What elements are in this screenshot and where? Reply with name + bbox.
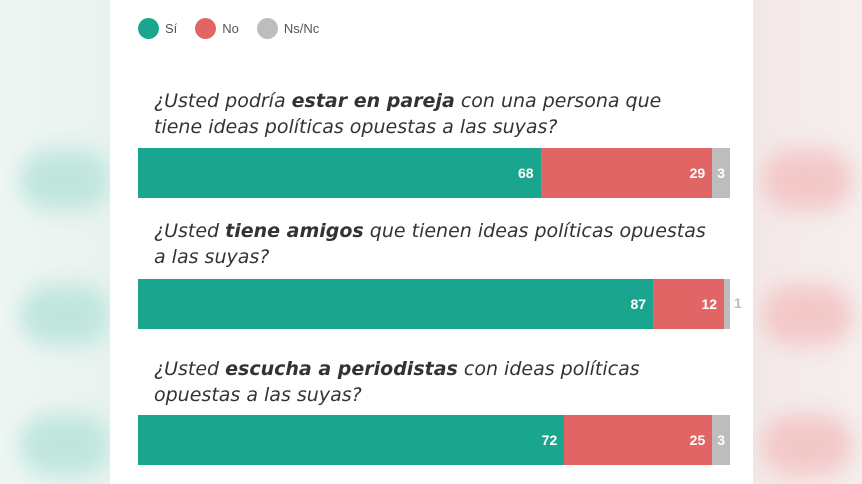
question-1-post: con una persona que tiene ideas política… [154,90,662,138]
bar-3-si: 72 [138,415,565,465]
legend-label-no: No [222,21,239,36]
question-3-post: con ideas políticas opuestas a las suyas… [154,358,640,406]
bar-2-si-label: 87 [630,296,647,312]
background-right [752,0,862,484]
bar-1-si-label: 68 [517,165,534,181]
question-1-pre: ¿Usted podría [154,90,292,112]
legend-item-no: No [195,18,239,39]
question-3-title: ¿Usted escucha a periodistas con ideas p… [154,356,714,408]
blur-blob [20,150,110,210]
bar-1-si: 68 [138,148,541,198]
bar-1-nsnc: 3 [712,148,730,198]
bar-2-no-label: 12 [701,296,718,312]
legend-label-si: Sí [165,21,178,36]
question-3-pre: ¿Usted [154,358,226,380]
bar-3-nsnc-label: 3 [717,432,725,448]
bar-3-no-label: 25 [689,432,706,448]
legend-item-si: Sí [138,18,177,39]
legend-item-nsnc: Ns/Nc [256,18,320,39]
stacked-bar-2: 87 12 1 [138,279,742,329]
bar-1-nsnc-label: 3 [717,165,725,181]
legend-swatch-no [195,18,217,39]
blur-blob [762,150,852,210]
bar-2-nsnc [724,279,731,329]
question-2-post: que tienen ideas políticas opuestas a la… [154,220,706,268]
legend-swatch-si [138,18,159,39]
background-left [0,0,110,484]
chart-panel: Sí No Ns/Nc ¿Usted podría estar en parej… [110,0,753,484]
bar-2-no: 12 [653,279,725,329]
stacked-bar-1: 68 29 3 [138,148,730,198]
question-2-pre: ¿Usted [154,220,226,242]
question-2-bold: tiene amigos [225,220,364,242]
legend-label-nsnc: Ns/Nc [283,21,320,36]
bar-2-si: 87 [138,279,654,329]
stacked-bar-3: 72 25 3 [138,415,730,465]
question-3-bold: escucha a periodistas [225,358,458,380]
bar-3-no: 25 [564,415,713,465]
bar-1-no-label: 29 [689,165,706,181]
question-1-bold: estar en pareja [291,90,455,112]
question-2-title: ¿Usted tiene amigos que tienen ideas pol… [154,218,714,270]
bar-3-nsnc: 3 [712,415,730,465]
bar-1-no: 29 [540,148,713,198]
blur-blob [762,285,852,345]
blur-blob [762,415,852,475]
bar-3-si-label: 72 [541,432,558,448]
blur-blob [20,415,110,475]
question-1-title: ¿Usted podría estar en pareja con una pe… [154,88,714,140]
blur-blob [20,285,110,345]
legend: Sí No Ns/Nc [138,18,337,39]
bar-2-nsnc-label: 1 [734,295,742,311]
legend-swatch-nsnc [256,18,278,39]
